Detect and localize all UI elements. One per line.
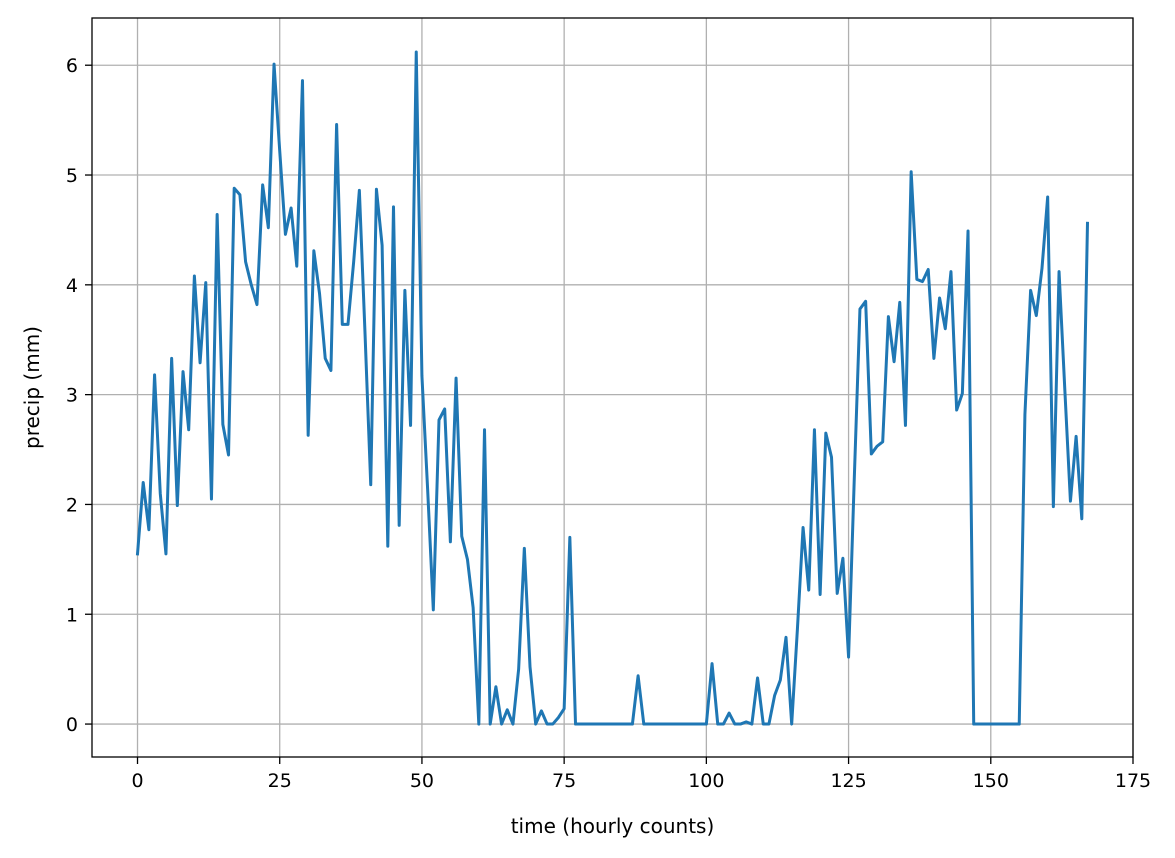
x-tick-label: 0 xyxy=(131,770,143,792)
y-tick-label: 1 xyxy=(66,604,78,626)
y-tick-label: 4 xyxy=(66,275,78,297)
x-tick-label: 100 xyxy=(688,770,724,792)
grid-lines xyxy=(92,18,1134,757)
x-tick-label: 150 xyxy=(973,770,1009,792)
x-tick-label: 75 xyxy=(552,770,576,792)
x-tick-label: 175 xyxy=(1115,770,1151,792)
y-axis-label: precip (mm) xyxy=(20,326,44,449)
plot-background xyxy=(92,18,1133,757)
y-tick-label: 0 xyxy=(66,714,78,736)
x-axis-label: time (hourly counts) xyxy=(511,814,715,838)
series-line xyxy=(135,50,1090,726)
x-tick-label: 50 xyxy=(410,770,434,792)
x-tick-label: 125 xyxy=(830,770,866,792)
x-tick-label: 25 xyxy=(268,770,292,792)
y-tick-label: 6 xyxy=(66,55,78,77)
plot-frame xyxy=(91,17,1134,758)
series-layer xyxy=(135,50,1090,726)
y-tick-label: 2 xyxy=(66,494,78,516)
y-tick-label: 3 xyxy=(66,385,78,407)
y-tick-label: 5 xyxy=(66,165,78,187)
axis-ticks: 0 25 50 75 100 125 150 175 0 1 2 3 4 5 6 xyxy=(66,55,1151,792)
